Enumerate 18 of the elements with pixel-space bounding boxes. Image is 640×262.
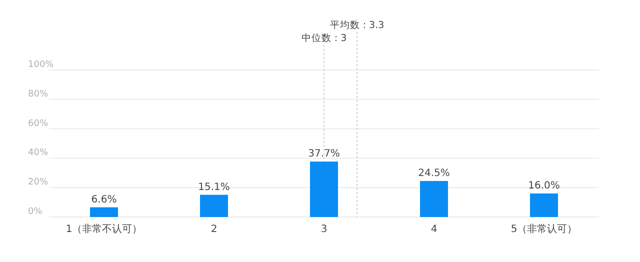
ref-line-label: 中位数 : 3 (301, 32, 347, 44)
y-tick-label: 0% (28, 207, 43, 217)
data-label: 15.1% (198, 182, 230, 193)
x-tick-label: 2 (210, 224, 218, 235)
y-tick-label: 20% (28, 178, 48, 188)
data-label: 24.5% (418, 168, 450, 179)
data-label: 16.0% (528, 180, 560, 192)
ref-line-label: 平均数 : 3.3 (330, 19, 384, 31)
y-tick-label: 60% (28, 118, 48, 129)
data-label: 37.7% (308, 148, 340, 160)
y-tick-label: 80% (28, 89, 48, 100)
x-tick-label: 4 (430, 224, 438, 235)
x-tick-label: 3 (320, 224, 328, 235)
y-tick-label: 100% (28, 60, 54, 70)
x-tick-label: 5（非常认可） (510, 223, 578, 235)
data-label: 6.6% (91, 194, 117, 206)
x-tick-label: 1（非常不认可） (66, 223, 142, 235)
y-tick-label: 40% (28, 148, 48, 158)
